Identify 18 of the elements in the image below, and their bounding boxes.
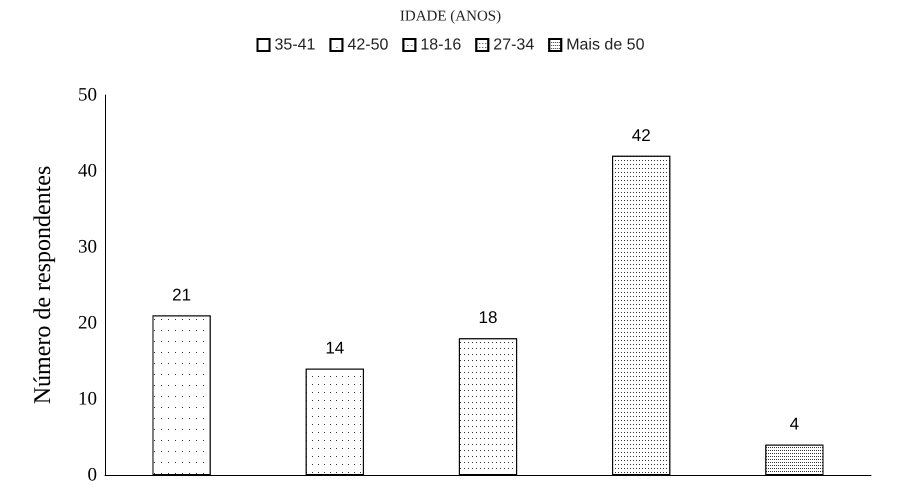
y-tick-label: 40 — [78, 160, 97, 182]
y-tick-label: 20 — [78, 312, 97, 334]
legend-label: Mais de 50 — [566, 36, 645, 54]
y-tick-label: 50 — [78, 84, 97, 106]
chart-title: IDADE (ANOS) — [400, 8, 502, 24]
data-label: 4 — [790, 414, 800, 434]
data-label: 42 — [632, 126, 651, 145]
y-tick-label: 0 — [88, 464, 97, 486]
legend-label: 35-41 — [274, 36, 316, 54]
legend-label: 42-50 — [347, 36, 388, 54]
legend-label: 27-34 — [493, 36, 534, 54]
data-label: 14 — [325, 338, 344, 358]
data-label: 18 — [478, 308, 498, 328]
y-axis-title: Número de respondentes — [30, 166, 56, 404]
data-label: 21 — [172, 285, 192, 304]
y-tick-label: 30 — [78, 236, 97, 258]
legend-label: 18-16 — [420, 36, 462, 54]
y-tick-label: 10 — [78, 388, 97, 410]
